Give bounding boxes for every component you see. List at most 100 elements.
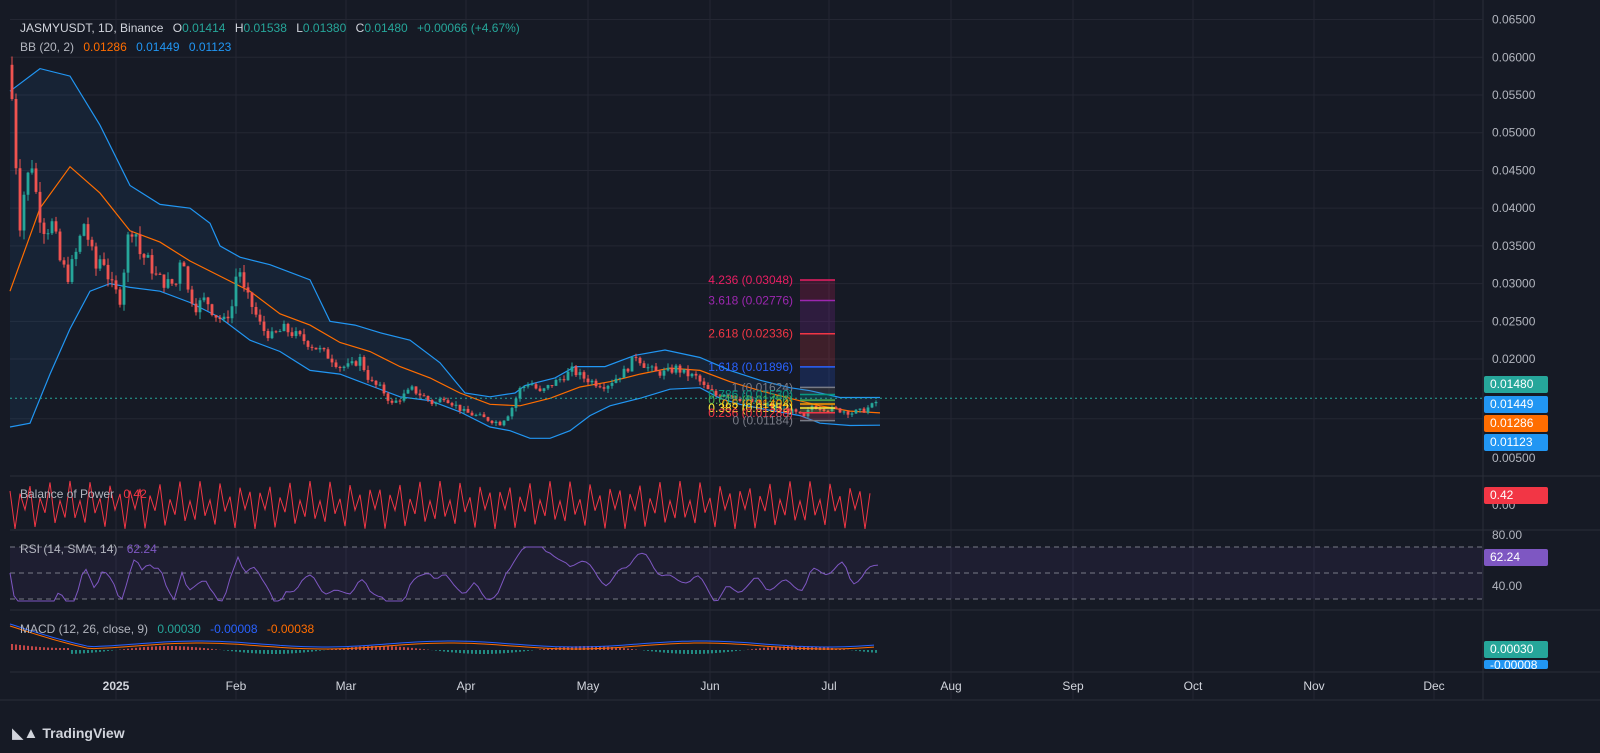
macd-hist-bar-0 bbox=[11, 644, 13, 650]
candle-body-214 bbox=[866, 407, 870, 413]
candle-body-157 bbox=[638, 357, 642, 364]
candle-body-102 bbox=[418, 393, 422, 396]
macd-hist-bar-2 bbox=[19, 644, 21, 650]
candle-body-82 bbox=[338, 366, 342, 368]
macd-hist-bar-10 bbox=[51, 647, 53, 650]
macd-legend[interactable]: MACD (12, 26, close, 9) 0.00030 -0.00008… bbox=[20, 622, 320, 636]
candle-body-168 bbox=[682, 369, 686, 373]
macd-label: MACD (12, 26, close, 9) bbox=[20, 622, 149, 636]
macd-hist-bar-144 bbox=[587, 646, 589, 650]
candle-body-2 bbox=[18, 168, 22, 231]
macd-signal-line bbox=[9, 625, 875, 650]
macd-hist-bar-21 bbox=[95, 650, 97, 653]
rsi-legend[interactable]: RSI (14, SMA, 14) 62.24 bbox=[20, 542, 163, 556]
macd-hist-bar-32 bbox=[139, 647, 141, 650]
candle-body-155 bbox=[630, 356, 634, 372]
candle-body-134 bbox=[546, 385, 550, 389]
candle-body-48 bbox=[202, 297, 206, 301]
candle-body-99 bbox=[406, 389, 410, 394]
macd-hist-bar-59 bbox=[247, 650, 249, 653]
candle-body-115 bbox=[470, 412, 474, 416]
candle-body-178 bbox=[722, 394, 726, 397]
fib-zone-4 bbox=[800, 387, 835, 395]
candle-body-59 bbox=[246, 287, 250, 293]
candle-body-121 bbox=[494, 421, 498, 424]
candle-body-145 bbox=[590, 380, 594, 383]
macd-hist-bar-169 bbox=[687, 650, 689, 654]
fib-zone-1 bbox=[800, 300, 835, 334]
bb-upper-badge: 0.01449 bbox=[1484, 396, 1548, 413]
candle-body-51 bbox=[214, 315, 218, 318]
candle-body-128 bbox=[522, 386, 526, 388]
candle-body-172 bbox=[698, 375, 702, 382]
macd-hist-bar-172 bbox=[699, 650, 701, 654]
candle-body-21 bbox=[94, 246, 98, 269]
candle-body-122 bbox=[498, 421, 502, 426]
candle-body-95 bbox=[390, 400, 394, 403]
macd-hist-bar-71 bbox=[295, 650, 297, 654]
macd-hist-bar-24 bbox=[107, 650, 109, 652]
candle-body-12 bbox=[58, 231, 62, 261]
macd-hist-bar-164 bbox=[667, 650, 669, 653]
candle-body-171 bbox=[694, 373, 698, 376]
macd-hist-bar-47 bbox=[199, 647, 201, 650]
macd-hist-bar-12 bbox=[59, 647, 61, 650]
macd-hist-bar-14 bbox=[67, 647, 69, 650]
bb-basis-value: 0.01286 bbox=[83, 40, 127, 54]
fib-zone-7 bbox=[800, 404, 835, 408]
tradingview-logo[interactable]: ◣▲ TradingView bbox=[12, 724, 125, 742]
candle-body-137 bbox=[558, 379, 562, 381]
candle-body-131 bbox=[534, 384, 538, 389]
macd-hist-bar-162 bbox=[659, 650, 661, 653]
macd-hist-bar-30 bbox=[131, 648, 133, 650]
candle-body-83 bbox=[342, 366, 346, 368]
macd-hist-bar-48 bbox=[203, 648, 205, 650]
candle-body-180 bbox=[730, 395, 734, 397]
candle-body-23 bbox=[102, 259, 106, 265]
fib-label-10: 0 (0.01184) bbox=[733, 414, 794, 428]
macd-hist-bar-121 bbox=[495, 650, 497, 654]
high-label: H bbox=[234, 21, 244, 35]
candle-body-31 bbox=[134, 234, 138, 237]
bop-legend[interactable]: Balance of Power 0.42 bbox=[20, 487, 153, 501]
candle-body-153 bbox=[622, 368, 626, 378]
macd-hist-bar-31 bbox=[135, 647, 137, 650]
macd-hist-bar-45 bbox=[191, 646, 193, 650]
candle-body-189 bbox=[766, 404, 770, 406]
candle-body-165 bbox=[670, 367, 674, 373]
candle-body-173 bbox=[702, 381, 706, 385]
macd-hist-bar-119 bbox=[487, 650, 489, 654]
candle-body-5 bbox=[30, 168, 34, 173]
macd-hist-bar-110 bbox=[451, 650, 453, 653]
fib-label-4: 1 (0.01624) bbox=[732, 380, 793, 394]
macd-hist-bar-16 bbox=[75, 650, 77, 654]
macd-hist-bar-123 bbox=[503, 650, 505, 654]
candle-body-84 bbox=[346, 363, 350, 367]
y-tick-label-2: 0.05500 bbox=[1492, 88, 1536, 102]
macd-hist-bar-200 bbox=[811, 646, 813, 650]
candle-body-55 bbox=[230, 306, 234, 319]
candle-body-75 bbox=[310, 346, 314, 348]
macd-hist-bar-102 bbox=[419, 648, 421, 650]
macd-hist-bar-150 bbox=[611, 646, 613, 650]
macd-hist-bar-6 bbox=[35, 646, 37, 650]
candle-body-18 bbox=[82, 224, 86, 236]
bb-legend[interactable]: BB (20, 2) 0.01286 0.01449 0.01123 bbox=[20, 40, 237, 54]
candle-body-117 bbox=[478, 414, 482, 416]
symbol-title: JASMYUSDT, 1D, Binance bbox=[20, 21, 164, 35]
macd-hist-bar-185 bbox=[751, 649, 753, 650]
candle-body-123 bbox=[502, 420, 506, 426]
macd-hist-bar-126 bbox=[515, 650, 517, 653]
open-value: 0.01414 bbox=[182, 21, 226, 35]
macd-hist-bar-165 bbox=[671, 650, 673, 654]
macd-hist-bar-175 bbox=[711, 650, 713, 654]
candle-body-136 bbox=[554, 379, 558, 386]
macd-hist-bar-72 bbox=[299, 650, 301, 653]
macd-hist-bar-106 bbox=[435, 650, 437, 651]
candle-body-42 bbox=[178, 262, 182, 284]
macd-hist-bar-187 bbox=[759, 648, 761, 650]
candle-body-187 bbox=[758, 400, 762, 405]
candle-body-198 bbox=[802, 413, 806, 417]
